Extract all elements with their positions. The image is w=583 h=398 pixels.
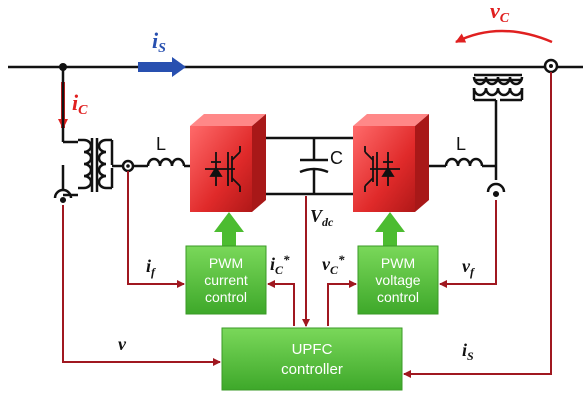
pwm-current-line2: current (204, 272, 248, 288)
pwm-current-line3: control (205, 289, 247, 305)
inductor-left-label: L (156, 134, 166, 154)
capacitor-label: C (330, 148, 343, 168)
vf-label: vf (462, 256, 475, 279)
gate-arrow-left (214, 212, 244, 246)
vc-top-label: vC (490, 0, 510, 26)
pwm-voltage-line3: control (377, 289, 419, 305)
vdc-label: Vdc (310, 206, 334, 229)
series-transformer (472, 73, 524, 102)
is-right-label: iS (462, 340, 474, 363)
pwm-voltage-line1: PWM (381, 255, 415, 271)
shunt-converter (190, 114, 266, 212)
shunt-transformer (78, 138, 114, 192)
ic-left-label: iC (72, 90, 88, 118)
pwm-current-block: PWM current control (185, 245, 267, 315)
ic-ref-label: iC* (270, 252, 290, 277)
v-label: v (118, 334, 127, 354)
is-current-arrow (138, 57, 186, 77)
pwm-voltage-block: PWM voltage control (357, 245, 439, 315)
series-ground (486, 182, 506, 198)
if-label: if (146, 256, 156, 279)
dc-link (266, 136, 353, 196)
series-converter (353, 114, 429, 212)
gate-arrow-right (375, 212, 405, 246)
inductor-right-label: L (456, 134, 466, 154)
left-inductor (146, 157, 186, 167)
shunt-ground (53, 188, 73, 204)
upfc-line1: UPFC (292, 341, 333, 358)
upfc-controller-block: UPFC controller (221, 327, 403, 391)
is-top-label: iS (152, 28, 166, 56)
pwm-voltage-line2: voltage (375, 272, 420, 288)
right-inductor (444, 157, 484, 167)
pwm-current-line1: PWM (209, 255, 243, 271)
vc-curved-arrow (455, 29, 553, 44)
upfc-line2: controller (281, 361, 343, 378)
signal-lines (62, 72, 552, 378)
vc-ref-label: vC* (322, 252, 345, 277)
